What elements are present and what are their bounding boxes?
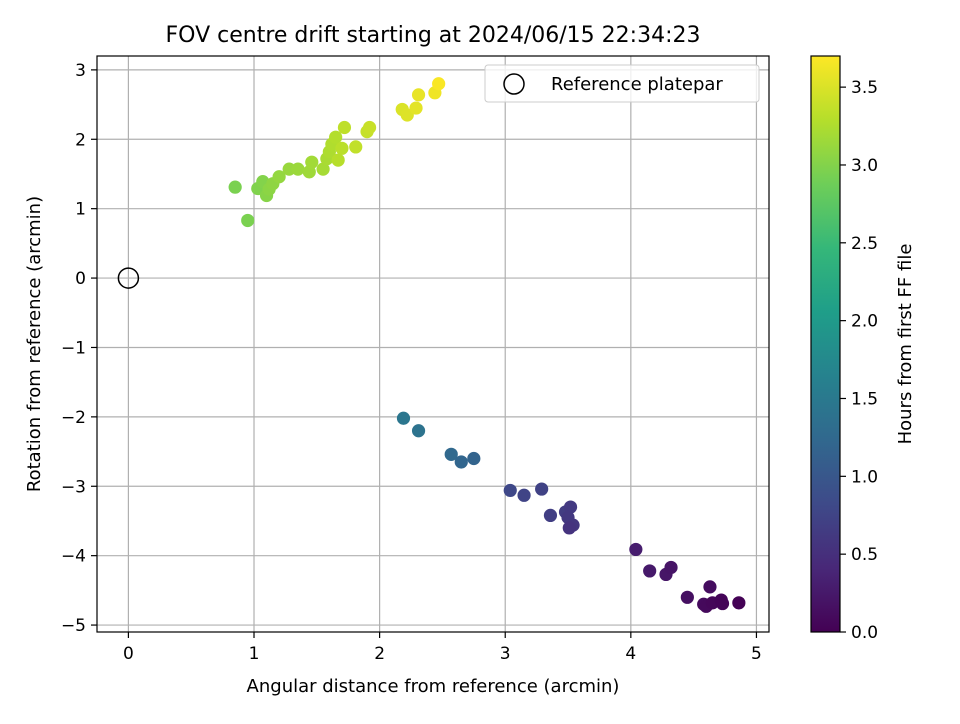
y-tick-label: 1 — [75, 200, 86, 220]
data-point — [411, 88, 426, 102]
data-point — [337, 120, 352, 135]
colorbar-label: Hours from first FF file — [895, 244, 916, 445]
x-tick-label: 1 — [249, 644, 260, 664]
scatter-points — [117, 77, 746, 613]
y-axis-label: Rotation from reference (arcmin) — [24, 196, 45, 492]
data-point — [316, 162, 330, 176]
axis-ticks: 0 1 2 3 4 5 −5 −4 −3 −2 −1 0 1 2 3 — [61, 61, 762, 664]
legend-box — [484, 64, 760, 103]
data-point — [715, 596, 730, 611]
data-point — [563, 500, 578, 514]
data-point — [732, 596, 746, 610]
data-point — [329, 130, 343, 144]
y-tick-label: −2 — [61, 408, 86, 428]
data-point — [643, 564, 657, 578]
y-tick-label: −5 — [61, 616, 86, 636]
reference-point — [117, 267, 140, 289]
data-point — [272, 170, 286, 184]
data-point — [362, 120, 377, 135]
grid — [97, 56, 769, 632]
x-tick-label: 2 — [374, 644, 385, 664]
data-point — [291, 162, 305, 176]
y-tick-label: −4 — [61, 547, 86, 567]
colorbar-tick-label: 3.0 — [851, 156, 878, 176]
x-axis-label: Angular distance from reference (arcmin) — [247, 676, 620, 697]
legend-marker — [503, 73, 525, 95]
data-point — [331, 153, 345, 167]
plot-frame — [96, 55, 770, 633]
x-tick-label: 3 — [500, 644, 511, 664]
colorbar-tick-label: 0.5 — [851, 545, 878, 565]
data-point — [409, 101, 423, 115]
data-point — [703, 580, 717, 594]
colorbar-tick-label: 2.5 — [851, 234, 878, 254]
data-point — [349, 140, 363, 154]
legend: Reference platepar — [484, 64, 760, 103]
data-point — [664, 560, 678, 575]
y-tick-label: −1 — [61, 338, 86, 358]
data-point — [432, 77, 446, 91]
chart-title: FOV centre drift starting at 2024/06/15 … — [166, 23, 701, 48]
x-tick-label: 0 — [123, 644, 134, 664]
data-point — [396, 411, 411, 425]
data-point — [454, 455, 468, 469]
colorbar-tick-label: 1.0 — [851, 467, 878, 487]
x-tick-label: 4 — [625, 644, 636, 664]
data-point — [517, 488, 531, 502]
y-tick-label: 3 — [75, 61, 86, 81]
data-point — [629, 542, 643, 557]
y-tick-label: 2 — [75, 130, 86, 150]
x-tick-label: 5 — [751, 644, 762, 664]
colorbar: 0.0 0.5 1.0 1.5 2.0 2.5 3.0 3.5 — [810, 55, 878, 643]
colorbar-tick-label: 3.5 — [851, 78, 878, 98]
data-point — [335, 141, 349, 155]
data-point — [228, 180, 242, 194]
data-point — [305, 155, 319, 169]
colorbar-tick-label: 1.5 — [851, 389, 878, 409]
colorbar-gradient — [810, 55, 841, 633]
data-point — [562, 521, 576, 535]
colorbar-tick-label: 2.0 — [851, 312, 878, 332]
legend-label: Reference platepar — [551, 74, 723, 95]
y-tick-label: 0 — [75, 269, 86, 289]
y-tick-label: −3 — [61, 477, 86, 497]
data-point — [680, 590, 694, 604]
data-point — [503, 483, 517, 498]
data-point — [444, 447, 458, 461]
data-point — [467, 451, 481, 466]
colorbar-tick-label: 0.0 — [851, 623, 878, 643]
data-point — [543, 508, 558, 523]
data-point — [241, 213, 255, 228]
data-point — [535, 482, 549, 496]
data-point — [411, 424, 426, 438]
